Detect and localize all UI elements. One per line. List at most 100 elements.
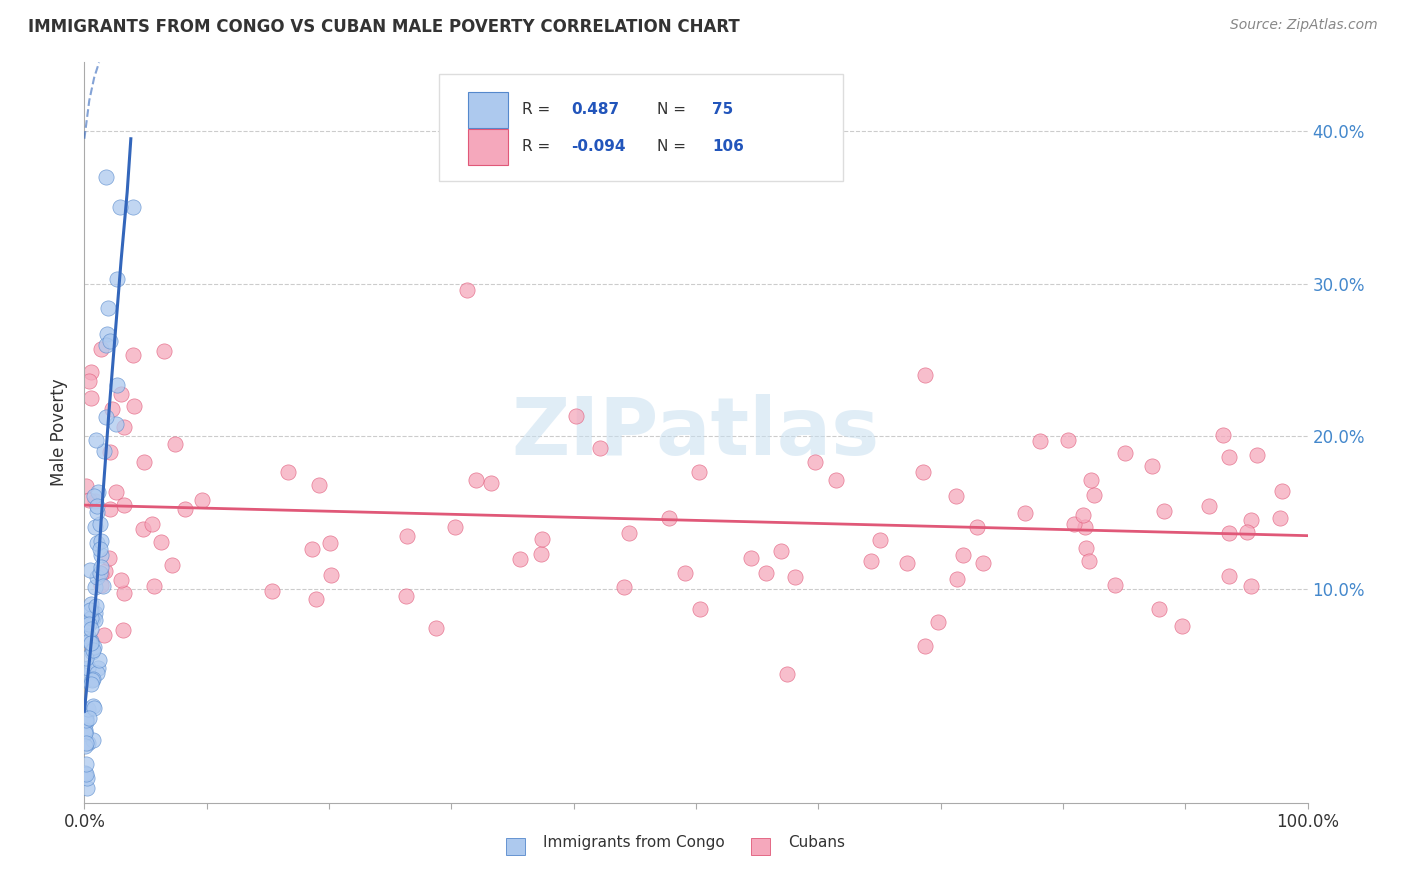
- Point: [77, 702, 100, 716]
- Point: [86, 666, 108, 681]
- Point: [80, 365, 103, 379]
- Point: [79, 634, 101, 648]
- Point: [124, 399, 146, 413]
- Point: [82, 610, 104, 624]
- Point: [308, 477, 330, 491]
- Point: [84, 494, 107, 508]
- Point: [689, 602, 711, 616]
- Point: [1074, 541, 1097, 556]
- Point: [824, 473, 846, 487]
- Point: [96, 338, 118, 352]
- Point: [77, 711, 100, 725]
- Point: [143, 579, 166, 593]
- Point: [75, 757, 97, 772]
- Bar: [468, 129, 508, 165]
- Bar: [751, 838, 770, 855]
- Point: [73, 726, 96, 740]
- Point: [105, 417, 128, 431]
- Point: [394, 590, 416, 604]
- Point: [80, 611, 103, 625]
- Point: [153, 343, 176, 358]
- Point: [86, 499, 108, 513]
- Point: [112, 586, 135, 600]
- Point: [1240, 513, 1263, 527]
- Point: [464, 473, 486, 487]
- Text: Immigrants from Congo: Immigrants from Congo: [543, 835, 725, 850]
- Point: [73, 723, 96, 737]
- Point: [740, 551, 762, 566]
- Point: [76, 780, 98, 795]
- Point: [1071, 508, 1094, 522]
- Point: [1236, 525, 1258, 540]
- Text: ZIPatlas: ZIPatlas: [512, 393, 880, 472]
- Point: [75, 766, 97, 780]
- Point: [90, 548, 112, 562]
- Point: [945, 489, 967, 503]
- Point: [89, 517, 111, 532]
- Point: [318, 535, 340, 549]
- Point: [87, 653, 110, 667]
- Point: [89, 566, 111, 581]
- Point: [77, 736, 100, 750]
- Point: [76, 617, 98, 632]
- Point: [952, 548, 974, 562]
- Point: [1218, 525, 1240, 540]
- Point: [530, 547, 553, 561]
- Point: [770, 543, 793, 558]
- Point: [83, 490, 105, 504]
- Point: [80, 645, 103, 659]
- Point: [1114, 446, 1136, 460]
- Point: [108, 201, 131, 215]
- Point: [75, 711, 97, 725]
- Point: [83, 640, 105, 654]
- Point: [914, 639, 936, 653]
- Point: [1074, 520, 1097, 534]
- Text: 106: 106: [711, 139, 744, 154]
- Point: [94, 565, 117, 579]
- Point: [79, 492, 101, 507]
- Point: [1147, 602, 1170, 616]
- Point: [191, 493, 214, 508]
- Point: [82, 672, 104, 686]
- Point: [1057, 434, 1080, 448]
- Text: IMMIGRANTS FROM CONGO VS CUBAN MALE POVERTY CORRELATION CHART: IMMIGRANTS FROM CONGO VS CUBAN MALE POVE…: [28, 18, 740, 36]
- Point: [946, 572, 969, 586]
- Point: [619, 526, 641, 541]
- Point: [80, 603, 103, 617]
- Point: [83, 520, 105, 534]
- Point: [914, 368, 936, 383]
- Point: [262, 583, 284, 598]
- Point: [90, 342, 112, 356]
- Point: [1239, 579, 1261, 593]
- Point: [84, 433, 107, 447]
- Point: [86, 505, 108, 519]
- Point: [1104, 577, 1126, 591]
- Point: [82, 643, 104, 657]
- Point: [83, 580, 105, 594]
- Point: [110, 386, 132, 401]
- Point: [96, 169, 118, 184]
- Point: [79, 563, 101, 577]
- Text: 0.487: 0.487: [571, 103, 619, 118]
- Point: [173, 502, 195, 516]
- Point: [319, 568, 342, 582]
- Point: [564, 409, 586, 424]
- Point: [73, 668, 96, 682]
- Point: [896, 556, 918, 570]
- Point: [1080, 473, 1102, 487]
- Point: [141, 516, 163, 531]
- Point: [1198, 499, 1220, 513]
- Point: [1140, 459, 1163, 474]
- Point: [105, 272, 128, 286]
- Point: [911, 465, 934, 479]
- Y-axis label: Male Poverty: Male Poverty: [51, 379, 69, 486]
- Point: [75, 736, 97, 750]
- Point: [755, 566, 778, 580]
- Point: [1153, 504, 1175, 518]
- Point: [77, 374, 100, 388]
- Point: [82, 733, 104, 747]
- Point: [121, 348, 143, 362]
- Point: [531, 532, 554, 546]
- Point: [160, 558, 183, 573]
- Point: [1268, 511, 1291, 525]
